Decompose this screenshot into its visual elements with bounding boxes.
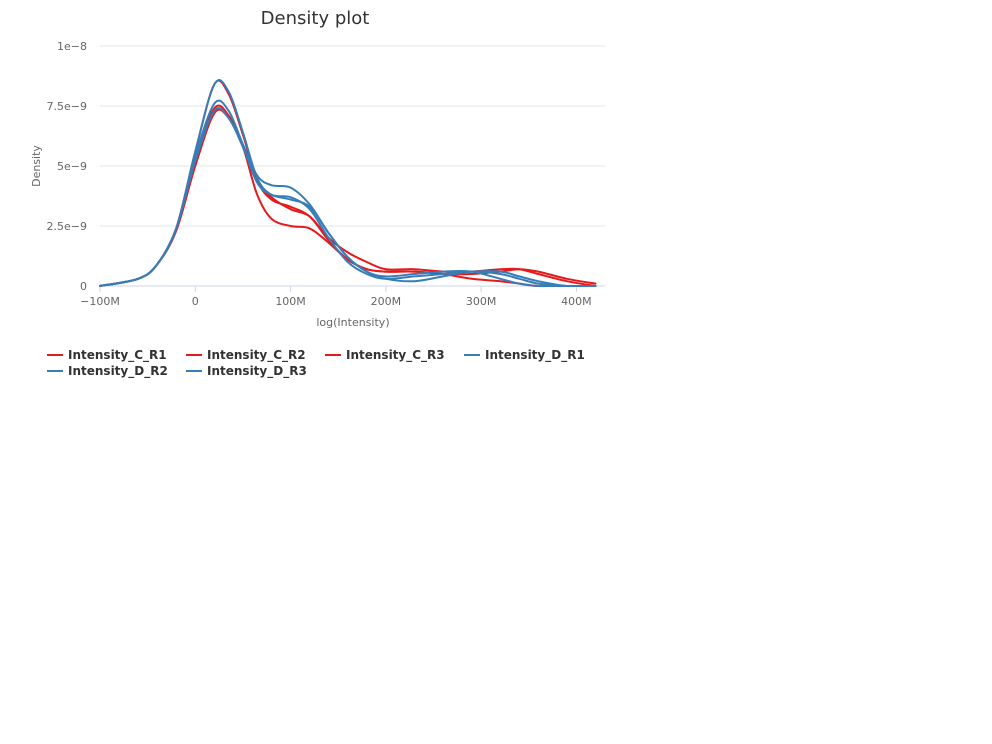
legend-label: Intensity_C_R3 <box>346 348 445 363</box>
x-tick-label: −100M <box>80 295 120 308</box>
x-axis-title: log(Intensity) <box>316 316 389 329</box>
legend: Intensity_C_R1 Intensity_C_R2 Intensity_C_… <box>47 348 585 379</box>
y-tick-label: 7.5e−9 <box>47 100 87 113</box>
x-tick-labels: −100M 0 100M 200M 300M 400M <box>80 295 592 308</box>
legend-item[interactable]: Intensity_D_R3 <box>186 364 307 379</box>
y-tick-label: 1e−8 <box>57 40 87 53</box>
legend-label: Intensity_C_R1 <box>68 348 167 363</box>
x-tick-label: 300M <box>466 295 497 308</box>
legend-item[interactable]: Intensity_C_R1 <box>47 348 167 363</box>
legend-item[interactable]: Intensity_D_R1 <box>464 348 585 363</box>
series-line-intensity-d-r3[interactable] <box>99 107 597 287</box>
y-tick-label: 5e−9 <box>57 160 87 173</box>
y-tick-label: 2.5e−9 <box>47 220 87 233</box>
x-tick-label: 400M <box>561 295 592 308</box>
y-tick-labels: 0 2.5e−9 5e−9 7.5e−9 1e−8 <box>47 40 87 293</box>
legend-label: Intensity_D_R2 <box>68 364 168 379</box>
legend-item[interactable]: Intensity_D_R2 <box>47 364 168 379</box>
x-axis <box>99 285 605 292</box>
series-line-intensity-d-r2[interactable] <box>99 79 597 287</box>
y-axis-title: Density <box>30 145 43 187</box>
density-chart: Density plot 0 2.5e−9 5e−9 7.5e−9 1e−8 −100M… <box>0 0 620 400</box>
y-gridlines <box>100 45 605 227</box>
chart-svg: Density plot 0 2.5e−9 5e−9 7.5e−9 1e−8 −100M… <box>30 8 605 379</box>
x-tick-label: 0 <box>192 295 199 308</box>
legend-label: Intensity_D_R3 <box>207 364 307 379</box>
series-line-intensity-c-r3[interactable] <box>99 79 597 287</box>
chart-title: Density plot <box>261 8 370 29</box>
x-tick-label: 200M <box>371 295 402 308</box>
series-lines <box>99 79 597 287</box>
legend-item[interactable]: Intensity_C_R2 <box>186 348 306 363</box>
x-tick-label: 100M <box>275 295 306 308</box>
legend-item[interactable]: Intensity_C_R3 <box>325 348 445 363</box>
legend-label: Intensity_C_R2 <box>207 348 306 363</box>
y-tick-label: 0 <box>80 280 87 293</box>
legend-label: Intensity_D_R1 <box>485 348 585 363</box>
